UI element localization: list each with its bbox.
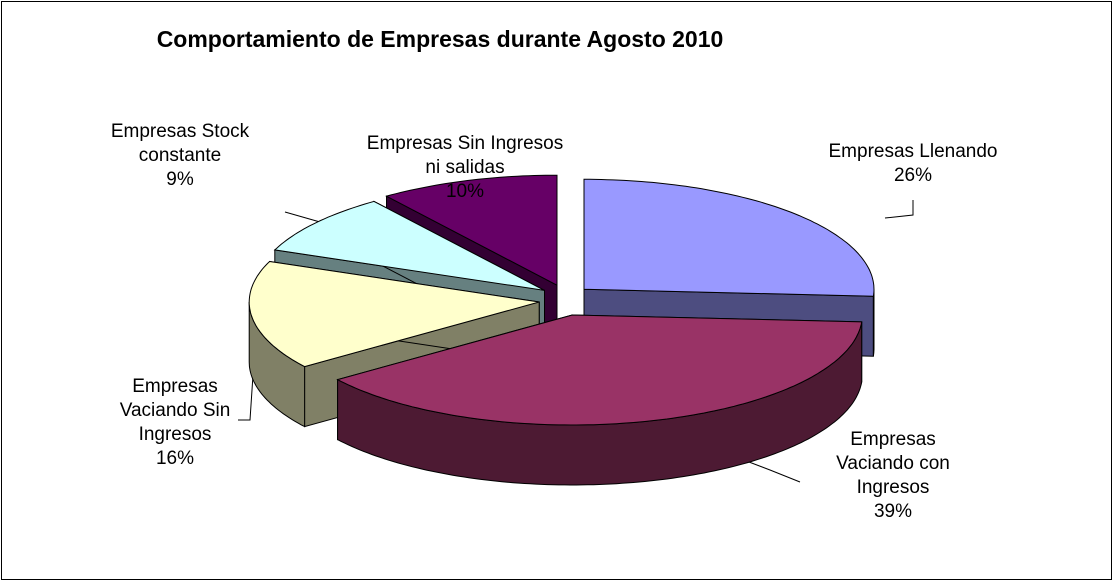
pie-slice [336, 314, 863, 426]
category-label: Empresas Llenando [828, 141, 998, 162]
category-label: Empresas Vaciando con Ingresos [836, 429, 950, 498]
data-label: Empresas Stock constante 9% [90, 120, 270, 192]
value-label: 9% [166, 169, 194, 190]
leader-line [884, 200, 914, 219]
pie-slice [583, 178, 875, 297]
category-label: Empresas Stock constante [110, 121, 250, 166]
data-label: Empresas Llenando 26% [793, 140, 1033, 188]
pie-slice [248, 260, 540, 368]
data-label: Empresas Vaciando Sin Ingresos 16% [95, 375, 255, 471]
value-label: 10% [445, 181, 485, 202]
pie [248, 174, 875, 486]
data-label: Empresas Vaciando con Ingresos 39% [813, 428, 973, 524]
pie-slice [273, 200, 545, 291]
pie-slice [385, 174, 558, 287]
category-label: Empresas Sin Ingresos ni salidas [366, 133, 564, 178]
category-label: Empresas Vaciando Sin Ingresos [119, 376, 231, 445]
chart-title: Comportamiento de Empresas durante Agost… [156, 26, 724, 52]
value-label: 16% [155, 448, 195, 469]
value-label: 26% [893, 165, 933, 186]
value-label: 39% [873, 501, 913, 522]
slice-side [872, 289, 875, 357]
leader-line [284, 211, 321, 223]
data-label: Empresas Sin Ingresos ni salidas 10% [360, 132, 570, 204]
